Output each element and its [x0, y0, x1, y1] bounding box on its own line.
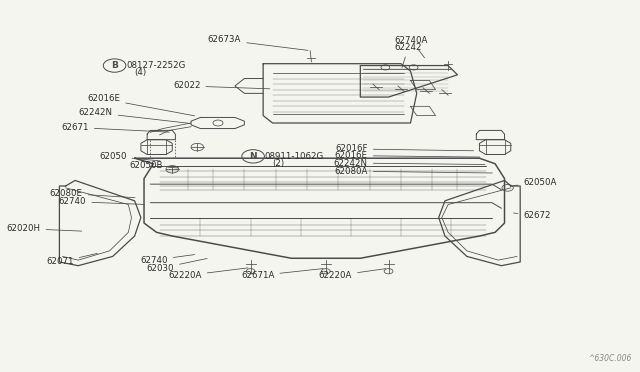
Text: 62020H: 62020H: [6, 224, 82, 233]
Text: 62071: 62071: [46, 253, 97, 266]
Text: (2): (2): [273, 158, 285, 167]
Text: 62672: 62672: [513, 211, 551, 220]
Text: 62220A: 62220A: [319, 269, 386, 280]
Text: 62220A: 62220A: [168, 268, 248, 280]
Text: 62242N: 62242N: [334, 158, 485, 167]
Text: 62030: 62030: [147, 259, 207, 273]
Text: (4): (4): [134, 68, 147, 77]
Text: 62016E: 62016E: [87, 94, 195, 116]
Text: 62671: 62671: [61, 123, 170, 132]
Text: 62673A: 62673A: [208, 35, 308, 50]
Text: N: N: [250, 152, 257, 161]
Text: 62050A: 62050A: [513, 178, 557, 187]
Text: 62242: 62242: [395, 42, 422, 68]
Text: 62022: 62022: [173, 81, 270, 90]
Text: 62050B: 62050B: [129, 161, 179, 170]
Text: 62080A: 62080A: [335, 167, 492, 176]
Text: 62740: 62740: [59, 197, 145, 206]
Text: 62080E: 62080E: [49, 189, 135, 198]
Text: 08127-2252G: 08127-2252G: [127, 61, 186, 70]
Text: B: B: [111, 61, 118, 70]
Text: 08911-1062G: 08911-1062G: [264, 152, 324, 161]
Text: 62016E: 62016E: [335, 151, 480, 160]
Text: 62740A: 62740A: [395, 36, 428, 58]
Text: 62740: 62740: [140, 254, 195, 264]
Text: 62242N: 62242N: [79, 108, 190, 124]
Text: 62671A: 62671A: [241, 269, 323, 280]
Text: ^630C.006: ^630C.006: [588, 354, 632, 363]
Text: 62050: 62050: [99, 152, 160, 161]
Text: 62016F: 62016F: [335, 144, 474, 153]
